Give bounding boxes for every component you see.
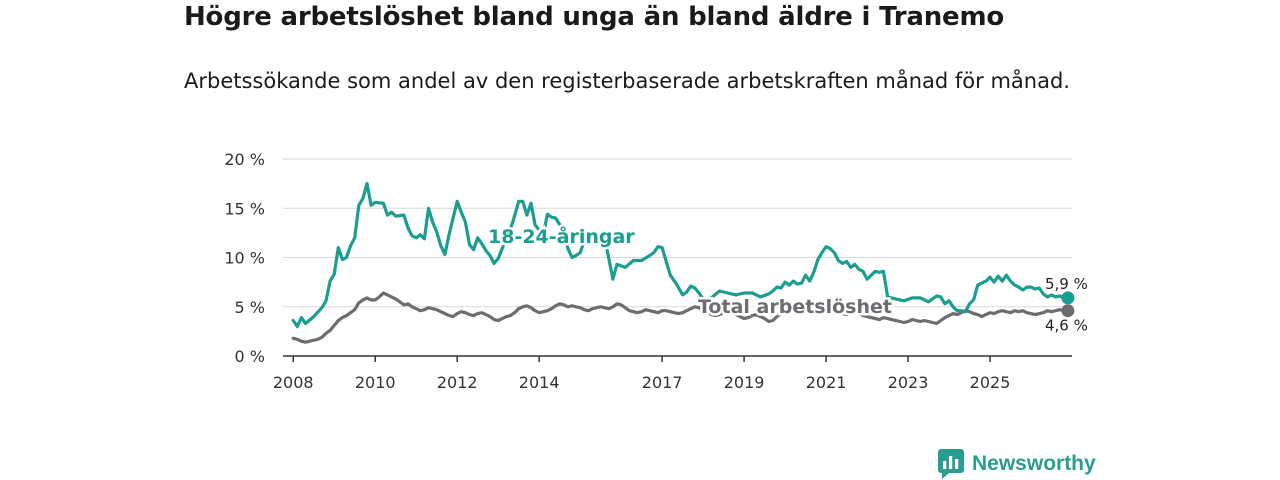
x-tick-label: 2021	[806, 373, 847, 392]
x-tick-label: 2019	[724, 373, 765, 392]
brand-name: Newsworthy	[972, 452, 1096, 475]
series-label-youth: 18-24-åringar	[488, 224, 635, 248]
series-label-total: Total arbetslöshet	[698, 296, 892, 318]
newsworthy-logo[interactable]: Newsworthy	[938, 449, 1096, 479]
chart-subtitle: Arbetssökande som andel av den registerb…	[184, 69, 1070, 93]
end-label-youth: 5,9 %	[1045, 275, 1088, 293]
x-tick-label: 2023	[888, 373, 929, 392]
y-tick-label: 0 %	[235, 347, 265, 366]
y-tick-label: 15 %	[224, 199, 265, 218]
series-line-youth	[291, 182, 1070, 328]
x-tick-label: 2014	[519, 373, 560, 392]
series-line-total	[291, 291, 1070, 344]
x-tick-label: 2008	[273, 373, 314, 392]
x-tick-label: 2017	[642, 373, 683, 392]
y-tick-label: 20 %	[224, 150, 265, 169]
y-tick-label: 10 %	[224, 249, 265, 268]
y-tick-label: 5 %	[235, 298, 265, 317]
chart-title: Högre arbetslöshet bland unga än bland ä…	[184, 2, 1005, 32]
end-label-total: 4,6 %	[1045, 317, 1088, 335]
x-tick-label: 2010	[355, 373, 396, 392]
end-dot-total	[1061, 304, 1075, 318]
line-chart: 0 % 5 % 10 % 15 % 20 % 2008 2010 2012 2014 2017 20…	[224, 150, 1088, 392]
x-tick-label: 2025	[970, 373, 1011, 392]
x-tick-label: 2012	[437, 373, 478, 392]
end-dot-youth	[1061, 291, 1075, 305]
newsworthy-logo-icon	[938, 449, 964, 479]
